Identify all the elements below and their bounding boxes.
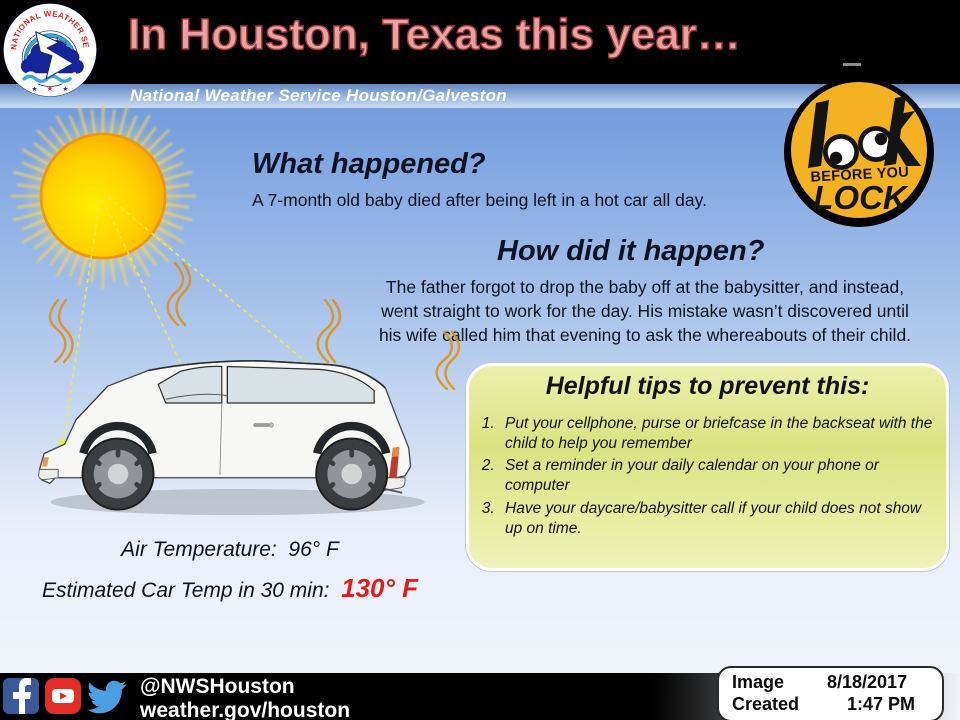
svg-text:LOCK: LOCK xyxy=(813,179,909,216)
